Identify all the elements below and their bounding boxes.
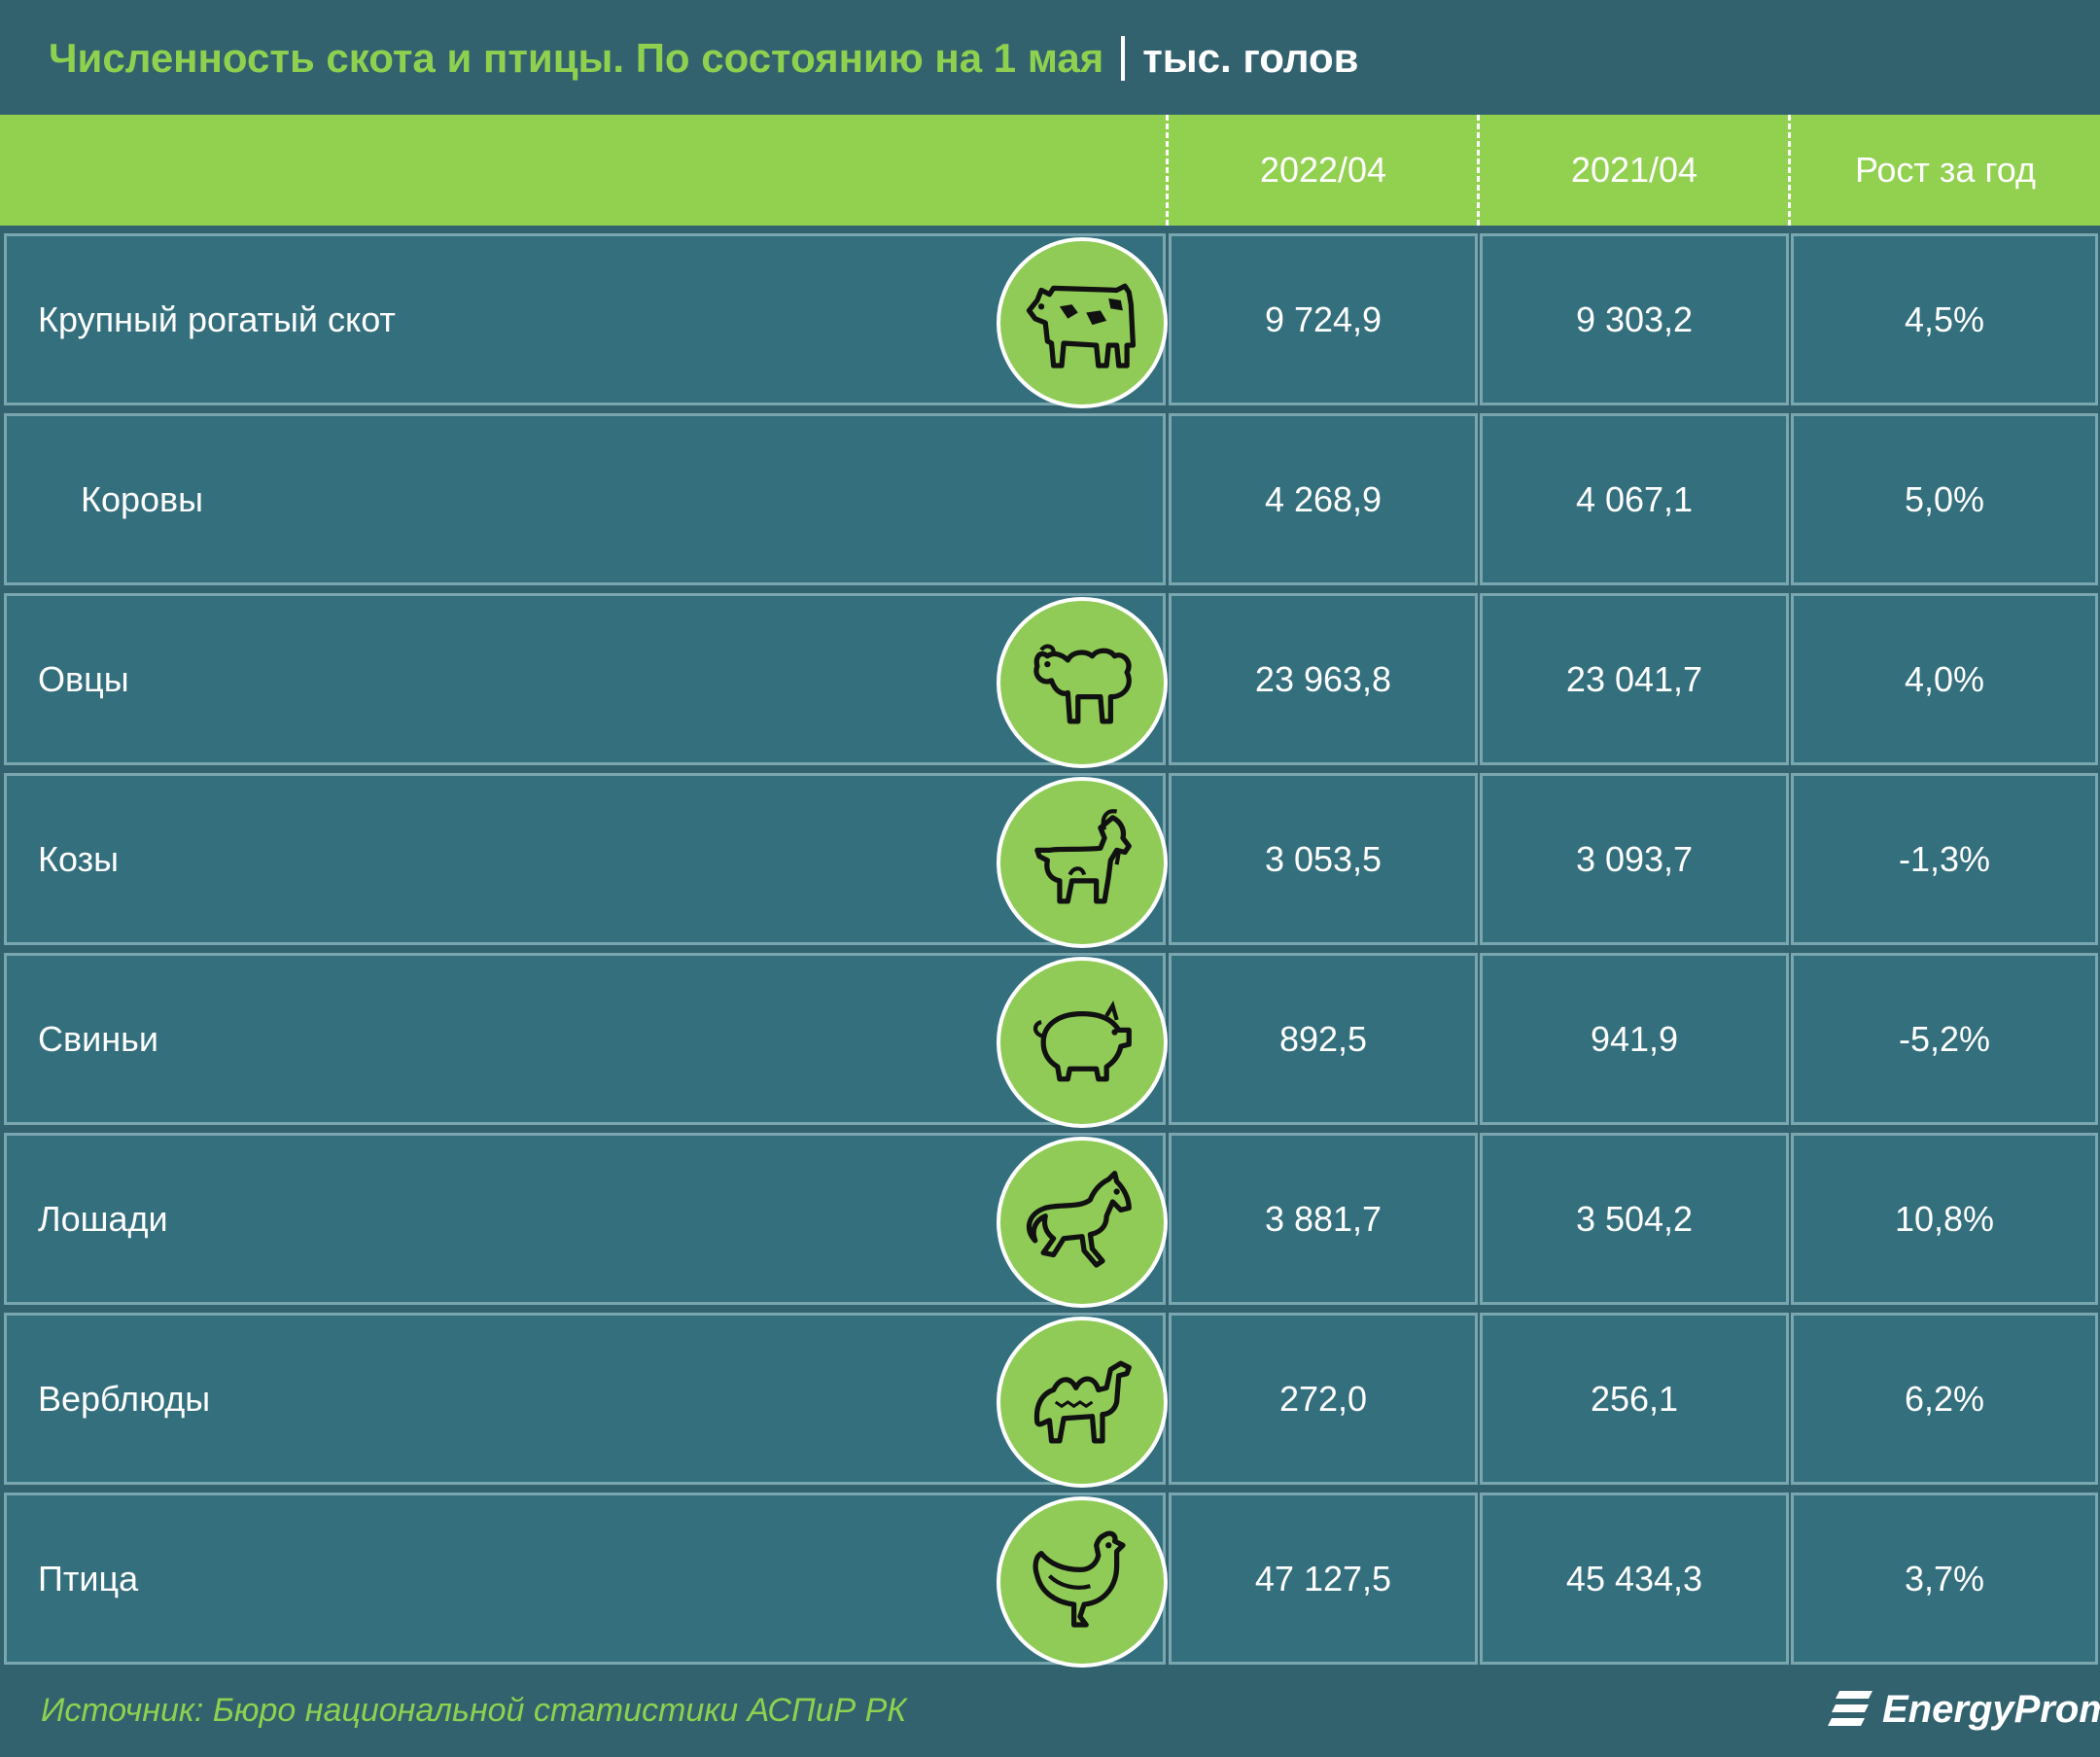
logo-mark-icon <box>1828 1691 1872 1726</box>
source-note: Источник: Бюро национальной статистики А… <box>41 1692 907 1729</box>
value-2022-cell: 3 053,5 <box>1169 773 1478 945</box>
header-divider <box>1166 115 1169 226</box>
table-header: 2022/04 2021/04 Рост за год <box>0 115 2100 226</box>
growth-cell: 3,7% <box>1791 1493 2098 1665</box>
row-label: Лошади <box>38 1198 168 1239</box>
header-col-growth: Рост за год <box>1854 150 2037 190</box>
growth-cell: 6,2% <box>1791 1313 2098 1485</box>
header-divider <box>1788 115 1791 226</box>
title-unit: тыс. голов <box>1142 35 1359 81</box>
growth-cell: -5,2% <box>1791 953 2098 1125</box>
growth-cell: 5,0% <box>1791 413 2098 585</box>
value-2022-cell: 23 963,8 <box>1169 593 1478 765</box>
row-label-cell: Коровы <box>4 413 1166 585</box>
camel-icon <box>997 1317 1168 1488</box>
table-row: Коровы 4 268,9 4 067,1 5,0% <box>0 413 2100 593</box>
chicken-icon <box>997 1496 1168 1668</box>
title-separator <box>1121 36 1126 81</box>
value-2022-cell: 272,0 <box>1169 1313 1478 1485</box>
row-label: Крупный рогатый скот <box>38 299 396 339</box>
row-label-cell: Верблюды <box>4 1313 1168 1488</box>
value-2022-cell: 47 127,5 <box>1169 1493 1478 1665</box>
horse-icon <box>997 1137 1168 1308</box>
pig-icon <box>997 957 1168 1128</box>
row-label-cell: Лошади <box>4 1133 1168 1308</box>
growth-cell: 4,0% <box>1791 593 2098 765</box>
row-label-cell: Птица <box>4 1493 1168 1668</box>
value-2022-cell: 3 881,7 <box>1169 1133 1478 1305</box>
row-label: Овцы <box>38 658 129 699</box>
row-label-cell: Свиньи <box>4 953 1168 1128</box>
growth-cell: -1,3% <box>1791 773 2098 945</box>
row-label: Свиньи <box>38 1018 158 1059</box>
value-2021-cell: 9 303,2 <box>1480 233 1789 405</box>
chart-title: Численность скота и птицы. По состоянию … <box>49 27 1359 89</box>
header-col-2021: 2021/04 <box>1570 150 1698 190</box>
value-2021-cell: 4 067,1 <box>1480 413 1789 585</box>
row-label: Верблюды <box>38 1378 211 1419</box>
value-2021-cell: 45 434,3 <box>1480 1493 1789 1665</box>
value-2021-cell: 3 093,7 <box>1480 773 1789 945</box>
row-label: Козы <box>38 838 119 879</box>
value-2022-cell: 4 268,9 <box>1169 413 1478 585</box>
growth-cell: 4,5% <box>1791 233 2098 405</box>
sheep-icon <box>997 597 1168 768</box>
title-main: Численность скота и птицы. По состоянию … <box>49 35 1104 81</box>
cow-icon <box>997 237 1168 408</box>
row-label: Птица <box>38 1558 139 1599</box>
row-label: Коровы <box>81 478 204 519</box>
value-2022-cell: 892,5 <box>1169 953 1478 1125</box>
table-row: Овцы 23 963,8 23 041,7 4,0% <box>0 593 2100 773</box>
value-2021-cell: 941,9 <box>1480 953 1789 1125</box>
value-2021-cell: 256,1 <box>1480 1313 1789 1485</box>
value-2022-cell: 9 724,9 <box>1169 233 1478 405</box>
value-2021-cell: 23 041,7 <box>1480 593 1789 765</box>
row-label-cell: Козы <box>4 773 1168 948</box>
value-2021-cell: 3 504,2 <box>1480 1133 1789 1305</box>
growth-cell: 10,8% <box>1791 1133 2098 1305</box>
row-label-cell: Крупный рогатый скот <box>4 233 1168 408</box>
table-row: Птица 47 127,5 45 434,3 3,7% <box>0 1493 2100 1672</box>
table-row: Крупный рогатый скот 9 724,9 9 303,2 4,5% <box>0 233 2100 413</box>
goat-icon <box>997 777 1168 948</box>
row-label-cell: Овцы <box>4 593 1168 768</box>
table-row: Свиньи 892,5 941,9 -5,2% <box>0 953 2100 1133</box>
energyprom-logo: EnergyProm <box>1828 1687 2100 1732</box>
table-row: Лошади 3 881,7 3 504,2 10,8% <box>0 1133 2100 1313</box>
header-col-2022: 2022/04 <box>1259 150 1387 190</box>
logo-text: EnergyProm <box>1882 1687 2100 1731</box>
table-row: Козы 3 053,5 3 093,7 -1,3% <box>0 773 2100 953</box>
table-row: Верблюды 272,0 256,1 6,2% <box>0 1313 2100 1493</box>
header-divider <box>1477 115 1480 226</box>
